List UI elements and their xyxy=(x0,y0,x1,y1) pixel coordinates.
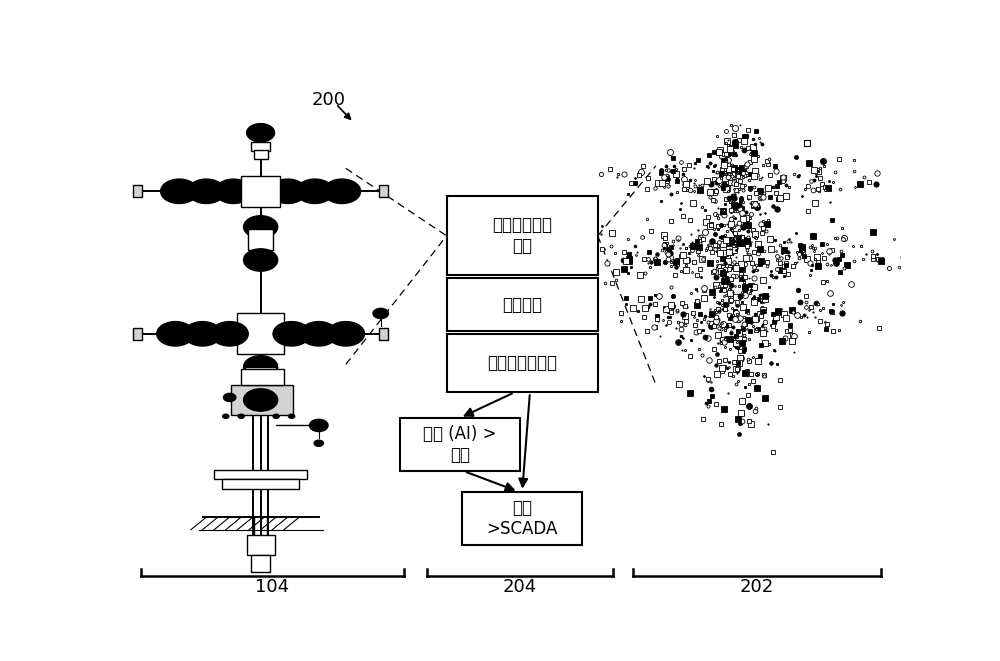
Circle shape xyxy=(300,322,337,346)
Bar xyxy=(447,278,598,331)
Circle shape xyxy=(244,389,278,411)
Circle shape xyxy=(373,308,388,319)
Circle shape xyxy=(215,179,252,204)
Circle shape xyxy=(327,322,364,346)
Bar xyxy=(222,479,299,489)
Bar xyxy=(251,187,270,196)
Circle shape xyxy=(309,419,328,432)
Circle shape xyxy=(157,322,194,346)
Bar xyxy=(231,385,293,415)
Text: 202: 202 xyxy=(740,578,774,596)
Circle shape xyxy=(289,414,295,418)
Circle shape xyxy=(296,179,333,204)
Bar xyxy=(133,185,142,198)
Bar xyxy=(247,535,275,555)
Bar xyxy=(245,367,276,395)
Bar xyxy=(241,369,284,385)
Circle shape xyxy=(223,414,229,418)
Text: 点云生成和存储: 点云生成和存储 xyxy=(487,354,557,372)
Bar xyxy=(248,229,273,250)
Bar xyxy=(447,196,598,275)
Circle shape xyxy=(247,124,275,142)
Bar xyxy=(133,328,142,340)
Bar xyxy=(251,555,270,572)
Circle shape xyxy=(273,322,310,346)
Bar xyxy=(379,185,388,198)
Bar xyxy=(400,418,520,471)
Text: 信号处理: 信号处理 xyxy=(502,295,542,313)
Circle shape xyxy=(269,179,306,204)
Circle shape xyxy=(273,414,279,418)
Text: 结构光传感器
系统: 结构光传感器 系统 xyxy=(492,216,552,255)
Circle shape xyxy=(211,322,248,346)
Bar xyxy=(237,313,284,354)
Text: 200: 200 xyxy=(312,91,346,108)
Bar xyxy=(379,328,388,340)
Text: 204: 204 xyxy=(503,578,537,596)
Circle shape xyxy=(244,215,278,238)
Bar xyxy=(447,334,598,393)
Circle shape xyxy=(188,179,225,204)
Text: 光流 (AI) >
变形: 光流 (AI) > 变形 xyxy=(423,425,497,464)
Circle shape xyxy=(244,356,278,378)
Circle shape xyxy=(244,249,278,271)
Bar xyxy=(251,142,270,151)
Bar xyxy=(254,150,268,159)
Circle shape xyxy=(323,179,361,204)
Circle shape xyxy=(161,179,198,204)
Text: 104: 104 xyxy=(255,578,289,596)
Circle shape xyxy=(223,393,236,401)
Bar xyxy=(214,470,307,479)
Circle shape xyxy=(314,440,323,446)
Bar xyxy=(241,176,280,207)
Bar xyxy=(462,492,582,545)
Circle shape xyxy=(184,322,221,346)
Text: 传输
>SCADA: 传输 >SCADA xyxy=(486,499,558,537)
Circle shape xyxy=(238,414,244,418)
